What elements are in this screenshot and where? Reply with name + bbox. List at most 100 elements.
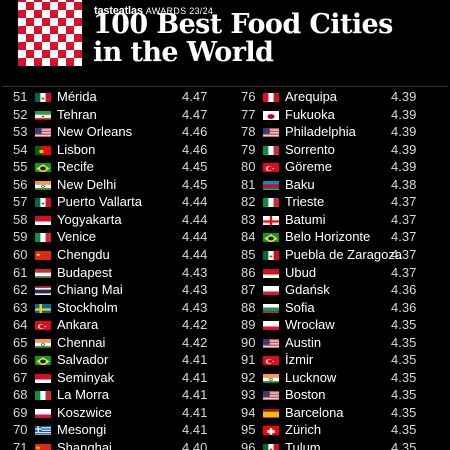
list-item: 52 Tehran 4.47 (13, 106, 213, 124)
rank-number: 69 (13, 404, 28, 420)
rating-score: 4.41 (182, 422, 208, 438)
logo-square (34, 50, 42, 58)
peru-flag-icon (263, 91, 279, 102)
rank-number: 77 (241, 106, 256, 122)
rating-score: 4.39 (391, 159, 417, 175)
rank-number: 96 (241, 440, 256, 450)
rank-number: 78 (241, 124, 256, 140)
rank-number: 84 (241, 229, 256, 245)
list-item: 58 Yogyakarta 4.44 (13, 211, 213, 229)
logo-square (34, 34, 42, 42)
list-item: 89 Wrocław 4.35 (241, 316, 441, 334)
list-item: 96 Tulum 4.35 (241, 439, 441, 450)
list-item: 78 Philadelphia 4.39 (241, 123, 441, 141)
logo-square (50, 42, 58, 50)
rank-number: 76 (241, 89, 256, 104)
city-name: Philadelphia (285, 124, 356, 140)
logo-square (42, 0, 50, 2)
rating-score: 4.43 (182, 282, 208, 298)
logo-square (58, 0, 66, 2)
rank-number: 81 (241, 176, 256, 192)
rating-score: 4.39 (391, 89, 417, 104)
rating-score: 4.39 (391, 106, 417, 122)
list-item: 56 New Delhi 4.45 (13, 176, 213, 194)
list-item: 94 Barcelona 4.35 (241, 404, 441, 422)
rank-number: 89 (241, 317, 256, 333)
india-flag-icon (35, 179, 51, 190)
logo-square (26, 2, 34, 10)
iran-flag-icon (35, 109, 51, 120)
rating-score: 4.45 (182, 159, 208, 175)
logo-square (58, 26, 66, 34)
rank-number: 56 (13, 176, 28, 192)
city-name: Austin (285, 334, 322, 350)
logo-square (42, 50, 50, 58)
list-item: 59 Venice 4.44 (13, 228, 213, 246)
rating-score: 4.42 (182, 334, 208, 350)
sweden-flag-icon (35, 302, 51, 313)
city-name: Salvador (57, 352, 109, 368)
rating-score: 4.36 (391, 282, 417, 298)
city-name: Venice (57, 229, 97, 245)
brazil-flag-icon (35, 354, 51, 366)
rank-number: 53 (13, 124, 28, 140)
rank-number: 55 (13, 159, 28, 175)
rating-score: 4.40 (182, 440, 208, 450)
logo-square (66, 10, 74, 18)
logo-square (42, 2, 50, 10)
city-name: Mérida (57, 89, 97, 104)
list-item: 61 Budapest 4.43 (13, 264, 213, 282)
china-flag-icon (35, 442, 51, 450)
poland-flag-icon (35, 407, 51, 418)
logo-square (66, 42, 74, 50)
rating-score: 4.35 (391, 334, 417, 350)
logo-square (58, 42, 66, 50)
city-name: Ubud (285, 264, 317, 280)
brand-line: tasteatlas AWARDS 23/24 (94, 1, 213, 17)
logo-square (58, 18, 66, 26)
hungary-flag-icon (35, 267, 51, 278)
city-name: Chiang Mai (57, 282, 123, 298)
logo-square (66, 34, 74, 42)
logo-square (42, 42, 50, 50)
logo-square (26, 34, 34, 42)
rank-number: 51 (13, 89, 28, 104)
rating-score: 4.37 (391, 211, 417, 227)
list-item: 54 Lisbon 4.46 (13, 141, 213, 159)
city-name: New Delhi (57, 176, 117, 192)
logo-square (34, 58, 42, 66)
logo-square (58, 34, 66, 42)
list-item: 62 Chiang Mai 4.43 (13, 281, 213, 299)
rank-number: 79 (241, 141, 256, 157)
logo-square (58, 2, 66, 10)
logo-square (18, 10, 26, 18)
logo-square (74, 10, 82, 18)
logo-square (50, 50, 58, 58)
italy-flag-icon (263, 196, 279, 208)
rating-score: 4.35 (391, 317, 417, 333)
city-name: Trieste (285, 194, 325, 210)
page-title-line-1: 100 Best Food Cities (93, 9, 393, 40)
poland-flag-icon (263, 319, 279, 331)
list-item: 70 Mesongi 4.41 (13, 421, 213, 439)
logo-square (34, 2, 42, 10)
brazil-flag-icon (263, 231, 279, 243)
rank-number: 70 (13, 422, 28, 438)
logo-square (42, 34, 50, 42)
logo-square (26, 42, 34, 50)
indonesia-flag-icon (35, 372, 51, 383)
city-name: İzmir (285, 352, 314, 368)
switzerland-flag-icon (263, 424, 279, 436)
rating-score: 4.37 (391, 194, 417, 210)
rating-score: 4.44 (182, 246, 208, 262)
logo-square (74, 18, 82, 26)
list-item: 60 Chengdu 4.44 (13, 246, 213, 264)
rank-number: 68 (13, 387, 28, 403)
city-name: Stockholm (57, 299, 118, 315)
rating-score: 4.47 (182, 89, 208, 104)
list-item: 90 Austin 4.35 (241, 334, 441, 352)
city-name: Gdańsk (285, 282, 330, 298)
logo-square (58, 50, 66, 58)
italy-flag-icon (35, 389, 51, 401)
rating-score: 4.35 (391, 440, 417, 450)
